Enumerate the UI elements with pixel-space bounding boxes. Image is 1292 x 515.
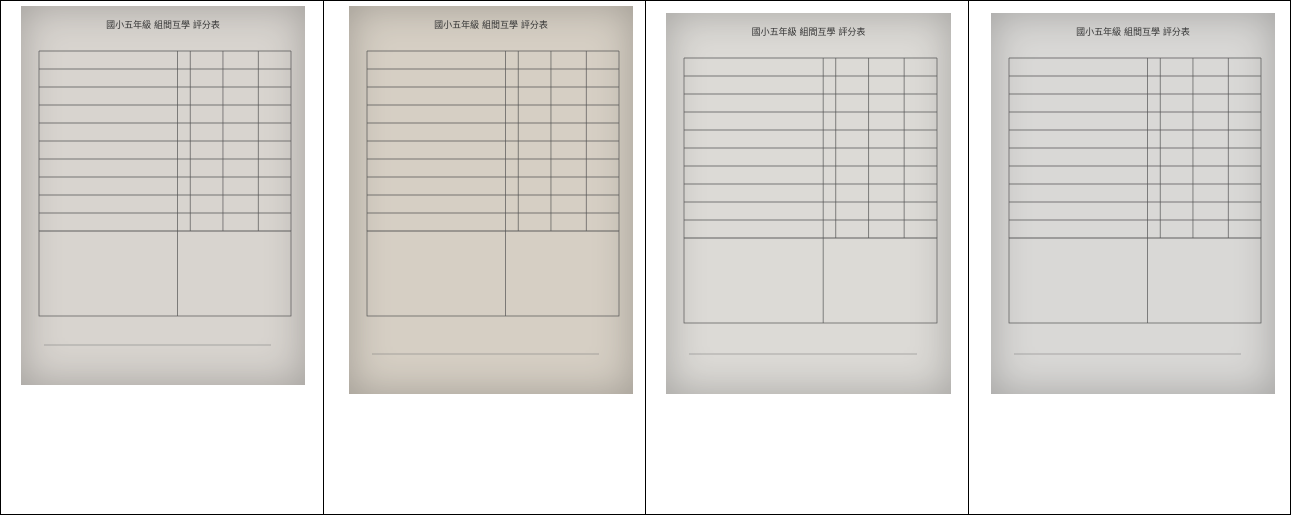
sheet: 國小五年級 組間互學 評分表 [1008, 26, 1261, 355]
cell: 國小五年級 組間互學 評分表 [645, 0, 969, 515]
sheet-photo: 國小五年級 組間互學 評分表 [348, 6, 633, 394]
sheet: 國小五年級 組間互學 評分表 [366, 19, 619, 355]
sheet: 國小五年級 組間互學 評分表 [38, 19, 292, 346]
sheet-title: 國小五年級 組間互學 評分表 [1076, 26, 1190, 38]
rule [683, 237, 938, 324]
sheet-title: 國小五年級 組間互學 評分表 [752, 26, 866, 38]
cell: 國小五年級 組間互學 評分表 [322, 0, 646, 515]
sheet-photo: 國小五年級 組間互學 評分表 [21, 6, 305, 385]
rule [38, 230, 292, 317]
sheet-photo: 國小五年級 組間互學 評分表 [990, 13, 1275, 394]
sheet-title: 國小五年級 組間互學 評分表 [434, 19, 548, 31]
sheet-title: 國小五年級 組間互學 評分表 [106, 19, 220, 31]
cell: 國小五年級 組間互學 評分表 [0, 0, 324, 515]
sheet-photo: 國小五年級 組間互學 評分表 [666, 13, 951, 394]
rule [1008, 237, 1261, 324]
cell: 國小五年級 組間互學 評分表 [967, 0, 1291, 515]
sheet: 國小五年級 組間互學 評分表 [683, 26, 938, 355]
rule [366, 230, 619, 317]
